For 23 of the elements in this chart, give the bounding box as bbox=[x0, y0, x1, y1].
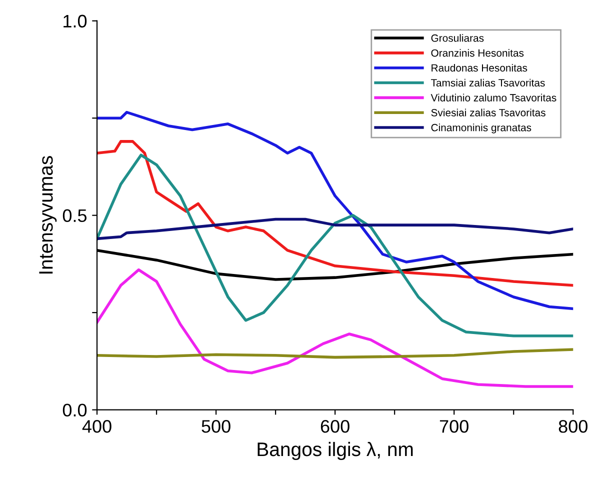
legend-label: Grosuliaras bbox=[431, 34, 484, 42]
x-tick-label: 500 bbox=[202, 420, 230, 433]
x-tick-label: 700 bbox=[440, 420, 468, 433]
y-axis-title: Intensyvumas bbox=[39, 156, 57, 274]
line-series bbox=[97, 140, 574, 287]
line-series bbox=[97, 110, 574, 310]
legend-label: Raudonas Hesonitas bbox=[432, 64, 528, 72]
x-tick-label: 800 bbox=[558, 420, 588, 433]
x-tick-label: 600 bbox=[320, 420, 350, 433]
line-series bbox=[97, 154, 574, 338]
legend-label: Oranzinis Hesonitas bbox=[431, 49, 524, 57]
legend-label: Tamsiai zalias Tsavoritas bbox=[431, 78, 545, 87]
x-axis-title: Bangos ilgis λ, nm bbox=[258, 442, 413, 460]
y-tick-label: 0.0 bbox=[62, 404, 87, 417]
y-tick-label: 0.5 bbox=[62, 209, 87, 222]
y-tick-label: 1.0 bbox=[64, 14, 87, 28]
line-series bbox=[97, 268, 574, 388]
line-series bbox=[97, 348, 574, 359]
x-tick-label: 400 bbox=[82, 420, 112, 433]
legend-label: Vidutinio zalumo Tsavoritas bbox=[430, 94, 556, 102]
line-series bbox=[97, 218, 574, 240]
legend-label: Sviesiai zalias Tsavoritas bbox=[431, 108, 546, 116]
legend-label: Cinamoninis granatas bbox=[431, 124, 532, 134]
